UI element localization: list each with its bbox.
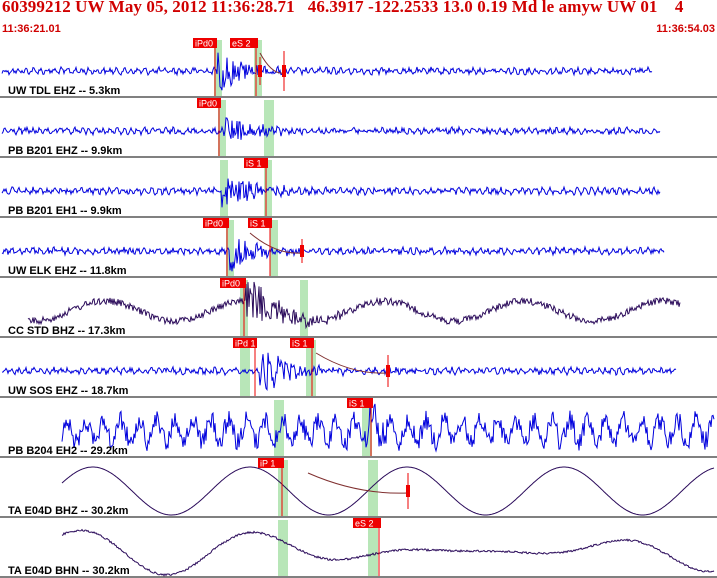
- pick-tag[interactable]: [248, 218, 272, 228]
- station-label: PB B204 EH2 -- 29.2km: [8, 445, 128, 457]
- amplitude-box: [300, 245, 304, 257]
- waveform: [1, 117, 661, 140]
- coda-curve: [315, 352, 389, 374]
- trace-panel: iS 1 PB B204 EH2 -- 29.2km: [0, 398, 717, 458]
- station-label: PB B201 EHZ -- 9.9km: [8, 145, 123, 157]
- pick-tag[interactable]: [193, 38, 217, 48]
- pick-tag[interactable]: [203, 218, 229, 228]
- amplitude-box: [258, 65, 262, 77]
- event-title: 60399212 UW May 05, 2012 11:36:28.71 46.…: [2, 0, 684, 16]
- end-time: 11:36:54.03: [656, 23, 715, 35]
- waveform: [1, 352, 677, 392]
- amplitude-box: [282, 65, 286, 77]
- amplitude-box: [386, 365, 390, 377]
- trace-panel: iPd0 eS 2 UW TDL EHZ -- 5.3km: [0, 38, 717, 98]
- trace-panel: iP 1 TA E04D BHZ -- 30.2km: [0, 458, 717, 518]
- waveform: [27, 281, 681, 330]
- seismogram-plot: iPd0 eS 2 UW TDL EHZ -- 5.3km iPd0 PB B201 E…: [0, 38, 717, 578]
- station-label: UW SOS EHZ -- 18.7km: [8, 385, 129, 397]
- start-time: 11:36:21.01: [2, 23, 61, 35]
- station-label: UW ELK EHZ -- 11.8km: [8, 265, 127, 277]
- pick-tag[interactable]: [220, 278, 246, 288]
- coda-curve: [249, 232, 303, 254]
- trace-panel: iPd0 CC STD BHZ -- 17.3km: [0, 278, 717, 338]
- pick-window: [274, 400, 284, 456]
- waveform: [61, 528, 715, 577]
- waveform: [1, 52, 653, 91]
- pick-window: [306, 340, 316, 396]
- event-header: 60399212 UW May 05, 2012 11:36:28.71 46.…: [0, 0, 717, 38]
- pick-window: [362, 400, 372, 456]
- pick-window: [240, 340, 250, 396]
- amplitude-box: [406, 485, 410, 497]
- pick-tag[interactable]: [230, 38, 258, 48]
- pick-label: iPd0: [222, 279, 240, 289]
- station-label: CC STD BHZ -- 17.3km: [8, 325, 126, 337]
- trace-panel: iS 1 PB B201 EH1 -- 9.9km: [0, 158, 717, 218]
- pick-window: [368, 520, 378, 576]
- pick-window: [278, 460, 288, 516]
- pick-label: iPd0: [199, 99, 217, 109]
- pick-label: iS 1: [292, 339, 308, 349]
- pick-tag[interactable]: [353, 518, 381, 528]
- coda-curve: [307, 472, 409, 494]
- station-label: TA E04D BHZ -- 30.2km: [8, 505, 129, 517]
- pick-window: [264, 160, 272, 216]
- trace-panel: iPd 1 iS 1 UW SOS EHZ -- 18.7km: [0, 338, 717, 398]
- pick-window: [214, 40, 222, 96]
- pick-window: [278, 520, 288, 576]
- pick-label: iPd 1: [235, 339, 256, 349]
- pick-window: [300, 280, 308, 336]
- pick-label: iPd0: [205, 219, 223, 229]
- waveform: [61, 466, 715, 516]
- pick-label: eS 2: [232, 39, 251, 49]
- trace-panel: iPd0 PB B201 EHZ -- 9.9km: [0, 98, 717, 158]
- waveform: [61, 403, 715, 453]
- trace-panel: eS 2 TA E04D BHN -- 30.2km: [0, 518, 717, 578]
- pick-window: [368, 460, 378, 516]
- trace-panel: iPd0 iS 1 UW ELK EHZ -- 11.8km: [0, 218, 717, 278]
- pick-tag[interactable]: [347, 398, 373, 408]
- pick-label: iP 1: [260, 459, 275, 469]
- pick-tag[interactable]: [233, 338, 257, 348]
- pick-label: iPd0: [195, 39, 213, 49]
- pick-tag[interactable]: [258, 458, 284, 468]
- pick-label: eS 2: [355, 519, 374, 529]
- pick-window: [226, 220, 234, 276]
- pick-tag[interactable]: [197, 98, 221, 108]
- pick-label: iS 1: [250, 219, 266, 229]
- pick-tag[interactable]: [244, 158, 268, 168]
- coda-curve: [259, 52, 285, 74]
- waveform: [1, 239, 665, 272]
- station-label: PB B201 EH1 -- 9.9km: [8, 205, 122, 217]
- pick-label: iS 1: [246, 159, 262, 169]
- station-label: TA E04D BHN -- 30.2km: [8, 565, 130, 577]
- pick-window: [220, 160, 228, 216]
- pick-label: iS 1: [349, 399, 365, 409]
- pick-tag[interactable]: [290, 338, 314, 348]
- station-label: UW TDL EHZ -- 5.3km: [8, 85, 120, 97]
- waveform: [1, 178, 661, 208]
